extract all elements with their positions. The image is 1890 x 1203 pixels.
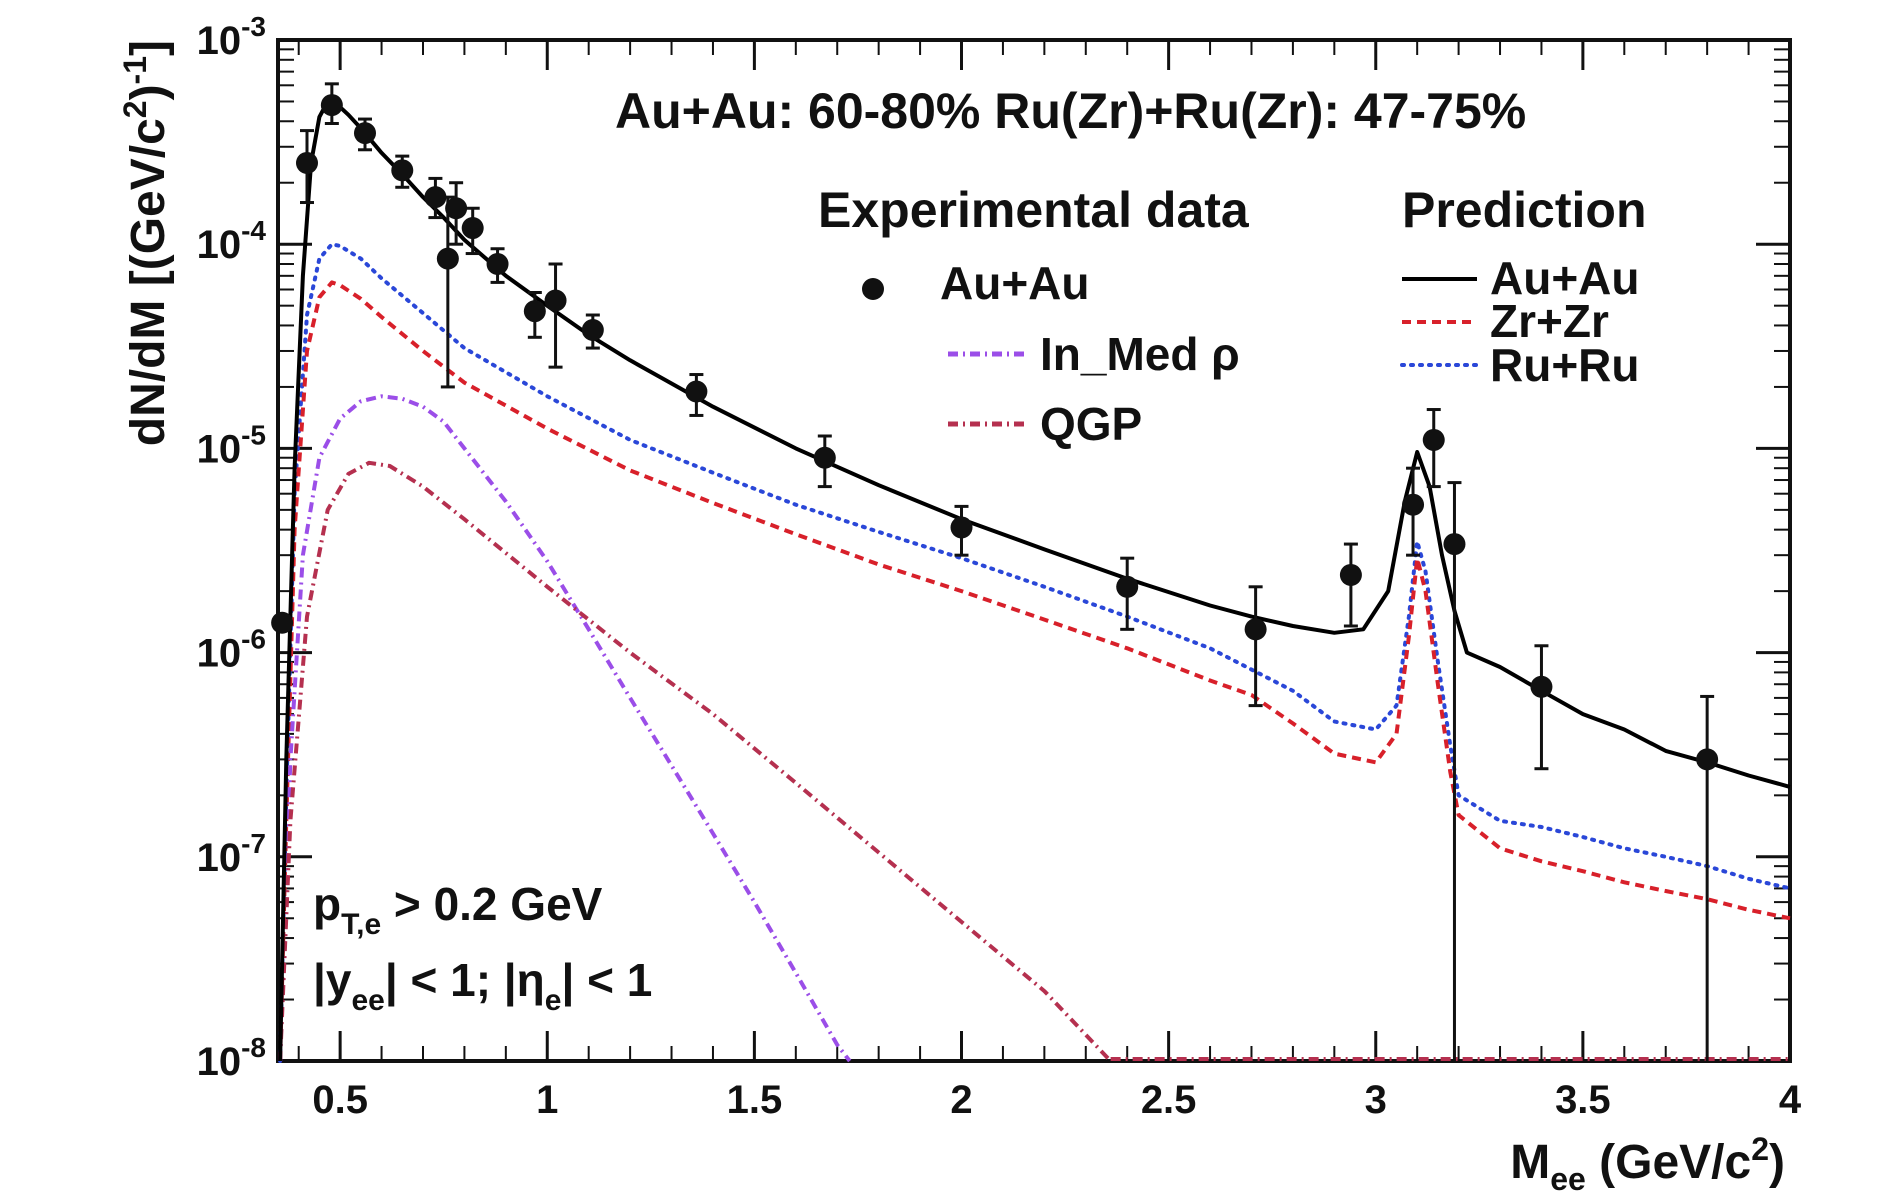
data-point <box>353 122 376 145</box>
data-point <box>544 289 567 312</box>
legend-header-experimental: Experimental data <box>818 182 1250 238</box>
plot-frame-group <box>276 38 1792 1063</box>
x-axis-title: Mee (GeV/c2) <box>1510 1131 1785 1197</box>
series-ru-ru-prediction <box>278 242 1792 1063</box>
legend-label-zr-zr: Zr+Zr <box>1490 295 1609 347</box>
data-point <box>445 197 468 220</box>
data-point <box>461 217 484 240</box>
series-qgp <box>278 460 1113 1063</box>
data-point <box>391 159 414 182</box>
data-point <box>1339 563 1362 586</box>
x-tick-label: 3 <box>1365 1078 1387 1122</box>
x-tick-label: 4 <box>1779 1078 1802 1122</box>
legend-marker-au-au <box>862 278 884 300</box>
data-point <box>1696 748 1719 771</box>
data-point <box>1244 618 1267 641</box>
x-tick-label: 3.5 <box>1555 1078 1611 1122</box>
legend-label-in-med-rho: In_Med ρ <box>1040 328 1240 380</box>
data-point <box>320 94 343 117</box>
legend-label-qgp: QGP <box>1040 398 1142 450</box>
data-point <box>436 247 459 270</box>
y-tick-label: 10-4 <box>197 215 267 267</box>
x-tick-label: 0.5 <box>312 1078 368 1122</box>
legend-label-au-au-prediction: Au+Au <box>1490 252 1640 304</box>
x-tick-label: 1.5 <box>727 1078 783 1122</box>
y-tick-label: 10-7 <box>197 828 266 880</box>
data-point <box>1443 533 1466 556</box>
legend-header-prediction: Prediction <box>1402 182 1646 238</box>
data-point <box>1422 428 1445 451</box>
plot-frame <box>276 38 1792 1063</box>
annotation-pt-cut: pT,e > 0.2 GeV <box>313 878 603 941</box>
series-in-med- <box>278 394 852 1063</box>
y-tick-label: 10-5 <box>197 419 266 471</box>
data-point <box>1530 675 1553 698</box>
x-tick-label: 1 <box>536 1078 558 1122</box>
data-point <box>1402 493 1425 516</box>
data-point <box>685 380 708 403</box>
annotation-rapidity-cut: |yee| < 1; |ηe| < 1 <box>313 954 652 1017</box>
data-point <box>813 446 836 469</box>
x-tick-label: 2 <box>950 1078 972 1122</box>
data-point <box>950 516 973 539</box>
y-tick-label: 10-6 <box>197 624 266 676</box>
data-point <box>271 611 294 634</box>
axis-ticks: 0.5 1 1.5 2 2.5 3 3.5 4 10-8 10-7 10-6 10-5 10-4 10-3 <box>197 11 1802 1122</box>
x-tick-label: 2.5 <box>1141 1078 1197 1122</box>
y-tick-label: 10-8 <box>197 1032 266 1084</box>
y-axis-title: dN/dM [(GeV/c2)-1] <box>117 40 175 446</box>
series-zr-zr-prediction <box>278 280 1791 1062</box>
data-point <box>486 252 509 275</box>
legend-label-au-au-data: Au+Au <box>940 257 1090 309</box>
legend-label-ru-ru: Ru+Ru <box>1490 339 1640 391</box>
chart-title: Au+Au: 60-80% Ru(Zr)+Ru(Zr): 47-75% <box>615 83 1526 139</box>
data-point <box>523 300 546 323</box>
experimental-points <box>271 82 1719 1061</box>
data-point <box>1116 575 1139 598</box>
data-point <box>295 151 318 174</box>
y-tick-label: 10-3 <box>197 11 266 63</box>
data-point <box>581 319 604 342</box>
data-point <box>424 186 447 209</box>
